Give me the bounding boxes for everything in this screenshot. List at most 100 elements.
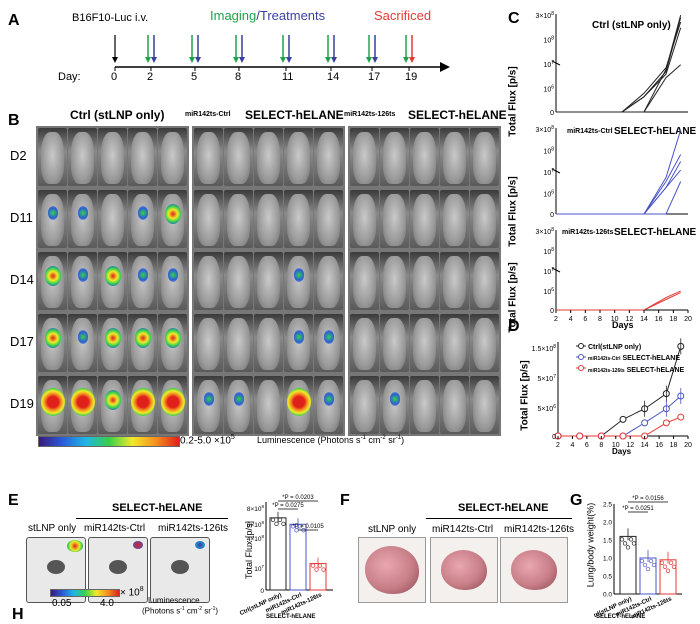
b-mouse-g1-r1-m5 xyxy=(158,128,187,186)
d-xtick-label-14: 14 xyxy=(641,442,649,449)
b-signal-g1-r3-m5 xyxy=(167,267,178,282)
c-line-2-mouse1 xyxy=(556,129,682,215)
timeline-arrowhead-imaging-day5 xyxy=(189,57,195,63)
c-ytick-exp-2-2: 8 xyxy=(551,147,554,153)
b-mouse-body-g2-r5-m5 xyxy=(317,380,340,432)
b-mouse-g1-r5-m1 xyxy=(38,376,67,434)
b-mouse-body-g2-r2-m5 xyxy=(317,194,340,246)
e-ytick-zero: 0 xyxy=(260,588,264,595)
e-dot-2-3 xyxy=(297,524,303,529)
b-mouse-body-g2-r1-m5 xyxy=(317,132,340,184)
b-row-label-D14: D14 xyxy=(10,272,34,287)
b-mouse-body-g2-r1-m2 xyxy=(227,132,250,184)
b-mouse-body-g2-r5-m1 xyxy=(197,380,220,432)
timeline-legend: Imaging/Treatments xyxy=(210,8,325,23)
b-mouse-g2-r2-m5 xyxy=(314,190,343,248)
b-mouse-g1-r2-m4 xyxy=(128,190,157,248)
b-mouse-g1-r5-m4 xyxy=(128,376,157,434)
b-mouse-body-g3-r1-m5 xyxy=(473,132,496,184)
b-mouse-g3-r1-m1 xyxy=(350,128,379,186)
b-mouse-g3-r3-m1 xyxy=(350,252,379,310)
c-xtick-label-6: 6 xyxy=(583,316,587,323)
e-dot-1-4 xyxy=(281,521,286,527)
d-ytick-exp-2: 7 xyxy=(553,374,556,380)
b-mouse-body-g3-r2-m4 xyxy=(443,194,466,246)
b-mouse-body-g3-r2-m2 xyxy=(383,194,406,246)
timeline-arrowhead-treatment-day14 xyxy=(331,57,337,63)
b-mouse-body-g2-r2-m4 xyxy=(287,194,310,246)
b-signal-g1-r5-m5 xyxy=(160,388,185,416)
b-mouse-body-g3-r4-m4 xyxy=(443,318,466,370)
d-point-3-day17 xyxy=(662,419,670,427)
b-mouse-body-g1-r4-m2 xyxy=(71,318,94,370)
e-signal-3 xyxy=(195,541,205,549)
b-mouse-g3-r1-m2 xyxy=(380,128,409,186)
timeline-injection-label: B16F10-Luc i.v. xyxy=(72,12,149,24)
d-line-2 xyxy=(558,395,682,437)
d-legend-item-1: Ctrl(stLNP only) xyxy=(588,344,642,351)
b-mouse-g1-r2-m3 xyxy=(98,190,127,248)
d-xtick-label-4: 4 xyxy=(570,442,574,449)
c-ytick-exp-1-3: 7 xyxy=(551,60,554,66)
b-signal-g1-r5-m2 xyxy=(70,388,95,416)
e-lung-2 xyxy=(109,560,127,574)
b-mouse-g3-r4-m2 xyxy=(380,314,409,372)
g-dot-2-2 xyxy=(642,562,648,568)
e-select-label: SELECT-hELANE xyxy=(266,614,315,620)
e-dot-1-2 xyxy=(274,521,279,527)
b-mouse-body-g3-r2-m3 xyxy=(413,194,436,246)
b-signal-g1-r3-m3 xyxy=(104,266,121,286)
c-xtick-label-10: 10 xyxy=(611,316,619,323)
b-mouse-g3-r3-m3 xyxy=(410,252,439,310)
b-mouse-body-g2-r1-m1 xyxy=(197,132,220,184)
b-mouse-body-g2-r3-m3 xyxy=(257,256,280,308)
e-ytick-exp-4: 7 xyxy=(261,564,264,569)
d-ytick-4: 0 xyxy=(552,434,556,441)
d-ytick-3: 5×106 xyxy=(537,404,556,413)
f-col-2: miR142ts-Ctrl xyxy=(432,524,494,535)
f-col-3: miR142ts-126ts xyxy=(504,524,575,535)
b-mouse-g3-r4-m3 xyxy=(410,314,439,372)
b-mouse-body-g2-r2-m2 xyxy=(227,194,250,246)
b-mouse-body-g2-r3-m5 xyxy=(317,256,340,308)
b-mouse-body-g3-r2-m1 xyxy=(353,194,376,246)
c-xtick-label-20: 20 xyxy=(684,316,692,323)
timeline-arrowhead-treatment-day17 xyxy=(372,57,378,63)
b-signal-g2-r5-m5 xyxy=(323,391,334,406)
b-mouse-body-g3-r4-m5 xyxy=(473,318,496,370)
f-lung-image-3 xyxy=(500,537,568,603)
timeline-day-2: 2 xyxy=(147,71,154,83)
c-line-2-mouse5 xyxy=(556,181,682,215)
b-mouse-body-g1-r2-m4 xyxy=(131,194,154,246)
b-mouse-g2-r1-m2 xyxy=(224,128,253,186)
b-mouse-g1-r1-m4 xyxy=(128,128,157,186)
b-mouse-g1-r5-m3 xyxy=(98,376,127,434)
c-ytick-zero-2: 0 xyxy=(550,212,554,219)
b-mouse-body-g3-r1-m1 xyxy=(353,132,376,184)
d-legend: Ctrl(stLNP only) miR142ts-Ctrl SELECT-hE… xyxy=(588,342,684,377)
b-mouse-g1-r3-m1 xyxy=(38,252,67,310)
d-xtick-label-10: 10 xyxy=(612,442,620,449)
b-mouse-body-g3-r5-m5 xyxy=(473,380,496,432)
c-ylabel-1: Total Flux [p/s] xyxy=(507,66,519,137)
b-mouse-body-g3-r1-m2 xyxy=(383,132,406,184)
e-ytick-exp-1: 8 xyxy=(261,504,264,509)
c-ytick-exp-3-1: 8 xyxy=(551,227,554,233)
b-mouse-g3-r2-m3 xyxy=(410,190,439,248)
g-dot-3-2 xyxy=(662,564,668,569)
d-legend-marker-2 xyxy=(578,354,584,360)
c-ytick-2-3: 107 xyxy=(543,168,554,177)
panel-label-g: G xyxy=(570,492,583,509)
b-mouse-g3-r1-m3 xyxy=(410,128,439,186)
timeline-slash: / xyxy=(256,8,260,23)
c-ytick-3-3: 107 xyxy=(543,267,554,276)
b-signal-g1-r4-m4 xyxy=(134,328,151,348)
b-mouse-body-g1-r2-m3 xyxy=(101,194,124,246)
e-group-title: SELECT-hELANE xyxy=(112,502,203,514)
timeline-arrowhead-imaging-day11 xyxy=(280,57,286,63)
b-mouse-g2-r4-m2 xyxy=(224,314,253,372)
b-luminescence-label: Luminescence (Photons s-1 cm-2 sr-1) xyxy=(257,435,405,445)
b-mouse-g2-r1-m5 xyxy=(314,128,343,186)
b-mouse-g3-r4-m1 xyxy=(350,314,379,372)
